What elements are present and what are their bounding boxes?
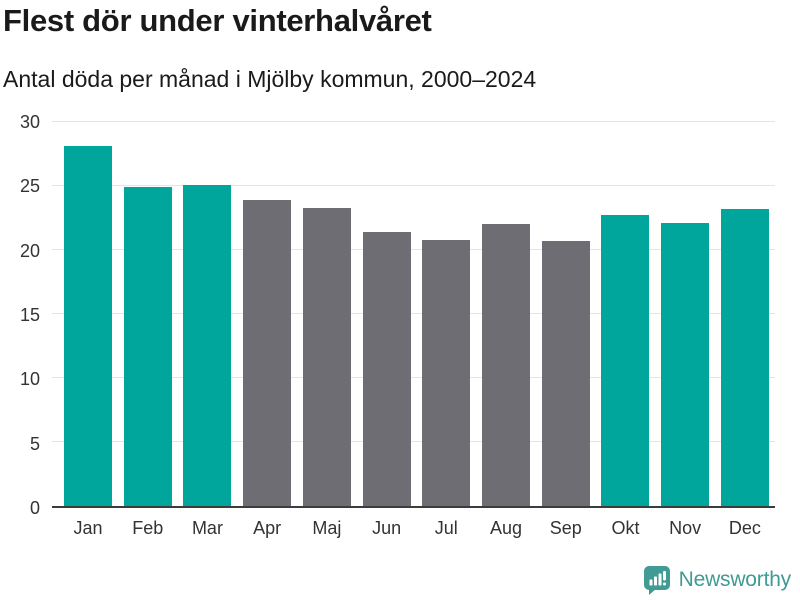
x-tick-label-mar: Mar [191,518,223,538]
chart-subtitle: Antal döda per månad i Mjölby kommun, 20… [3,66,537,92]
bar-nov [661,223,710,506]
bars-row [52,122,775,506]
gridline [52,313,775,314]
bar-jul [422,239,471,506]
bar-dec [720,209,769,506]
x-tick-label-jul: Jul [434,518,458,538]
gridline [52,121,775,122]
x-tick-label-sep: Sep [549,518,582,538]
x-tick-label-okt: Okt [611,518,640,538]
x-axis: Jan Feb Mar Apr Maj Jun Jul Aug Sep Okt Nov Dec [52,518,775,539]
y-tick-label: 5 [29,433,40,454]
bar-apr [243,200,292,506]
bar-okt [601,215,650,506]
x-tick-label-apr: Apr [253,518,282,538]
bar-mar [183,184,232,506]
bar-feb [123,187,172,506]
gridline [52,441,775,442]
bar-sep [541,241,590,506]
x-tick-label-jan: Jan [73,518,103,538]
y-tick-label: 0 [29,498,40,518]
bar-jan [64,146,112,506]
x-tick-label-dec: Dec [728,518,761,538]
chart-title: Flest dör under vinterhalvåret [3,3,432,38]
newsworthy-logo-icon [643,566,670,595]
bar-jun [362,232,411,506]
bar-aug [482,224,531,506]
y-tick-label: 20 [19,240,40,261]
plot-area [52,121,775,508]
x-tick-label-jun: Jun [372,518,402,538]
y-tick-label: 30 [19,112,40,132]
x-tick-label-aug: Aug [490,518,523,538]
y-tick-label: 10 [19,369,40,390]
gridline [52,377,775,378]
brand-name: Newsworthy [678,568,792,591]
bar-maj [302,207,351,506]
gridline [52,249,775,250]
x-tick-label-maj: Maj [312,518,342,538]
y-axis: 0 5 10 15 20 25 30 [0,113,44,517]
x-tick-label-feb: Feb [132,518,164,538]
brand-footer: Newsworthy [643,565,791,595]
y-tick-label: 15 [19,305,40,325]
y-tick-label: 25 [19,176,40,197]
gridline [52,185,775,186]
x-tick-label-nov: Nov [669,518,702,538]
